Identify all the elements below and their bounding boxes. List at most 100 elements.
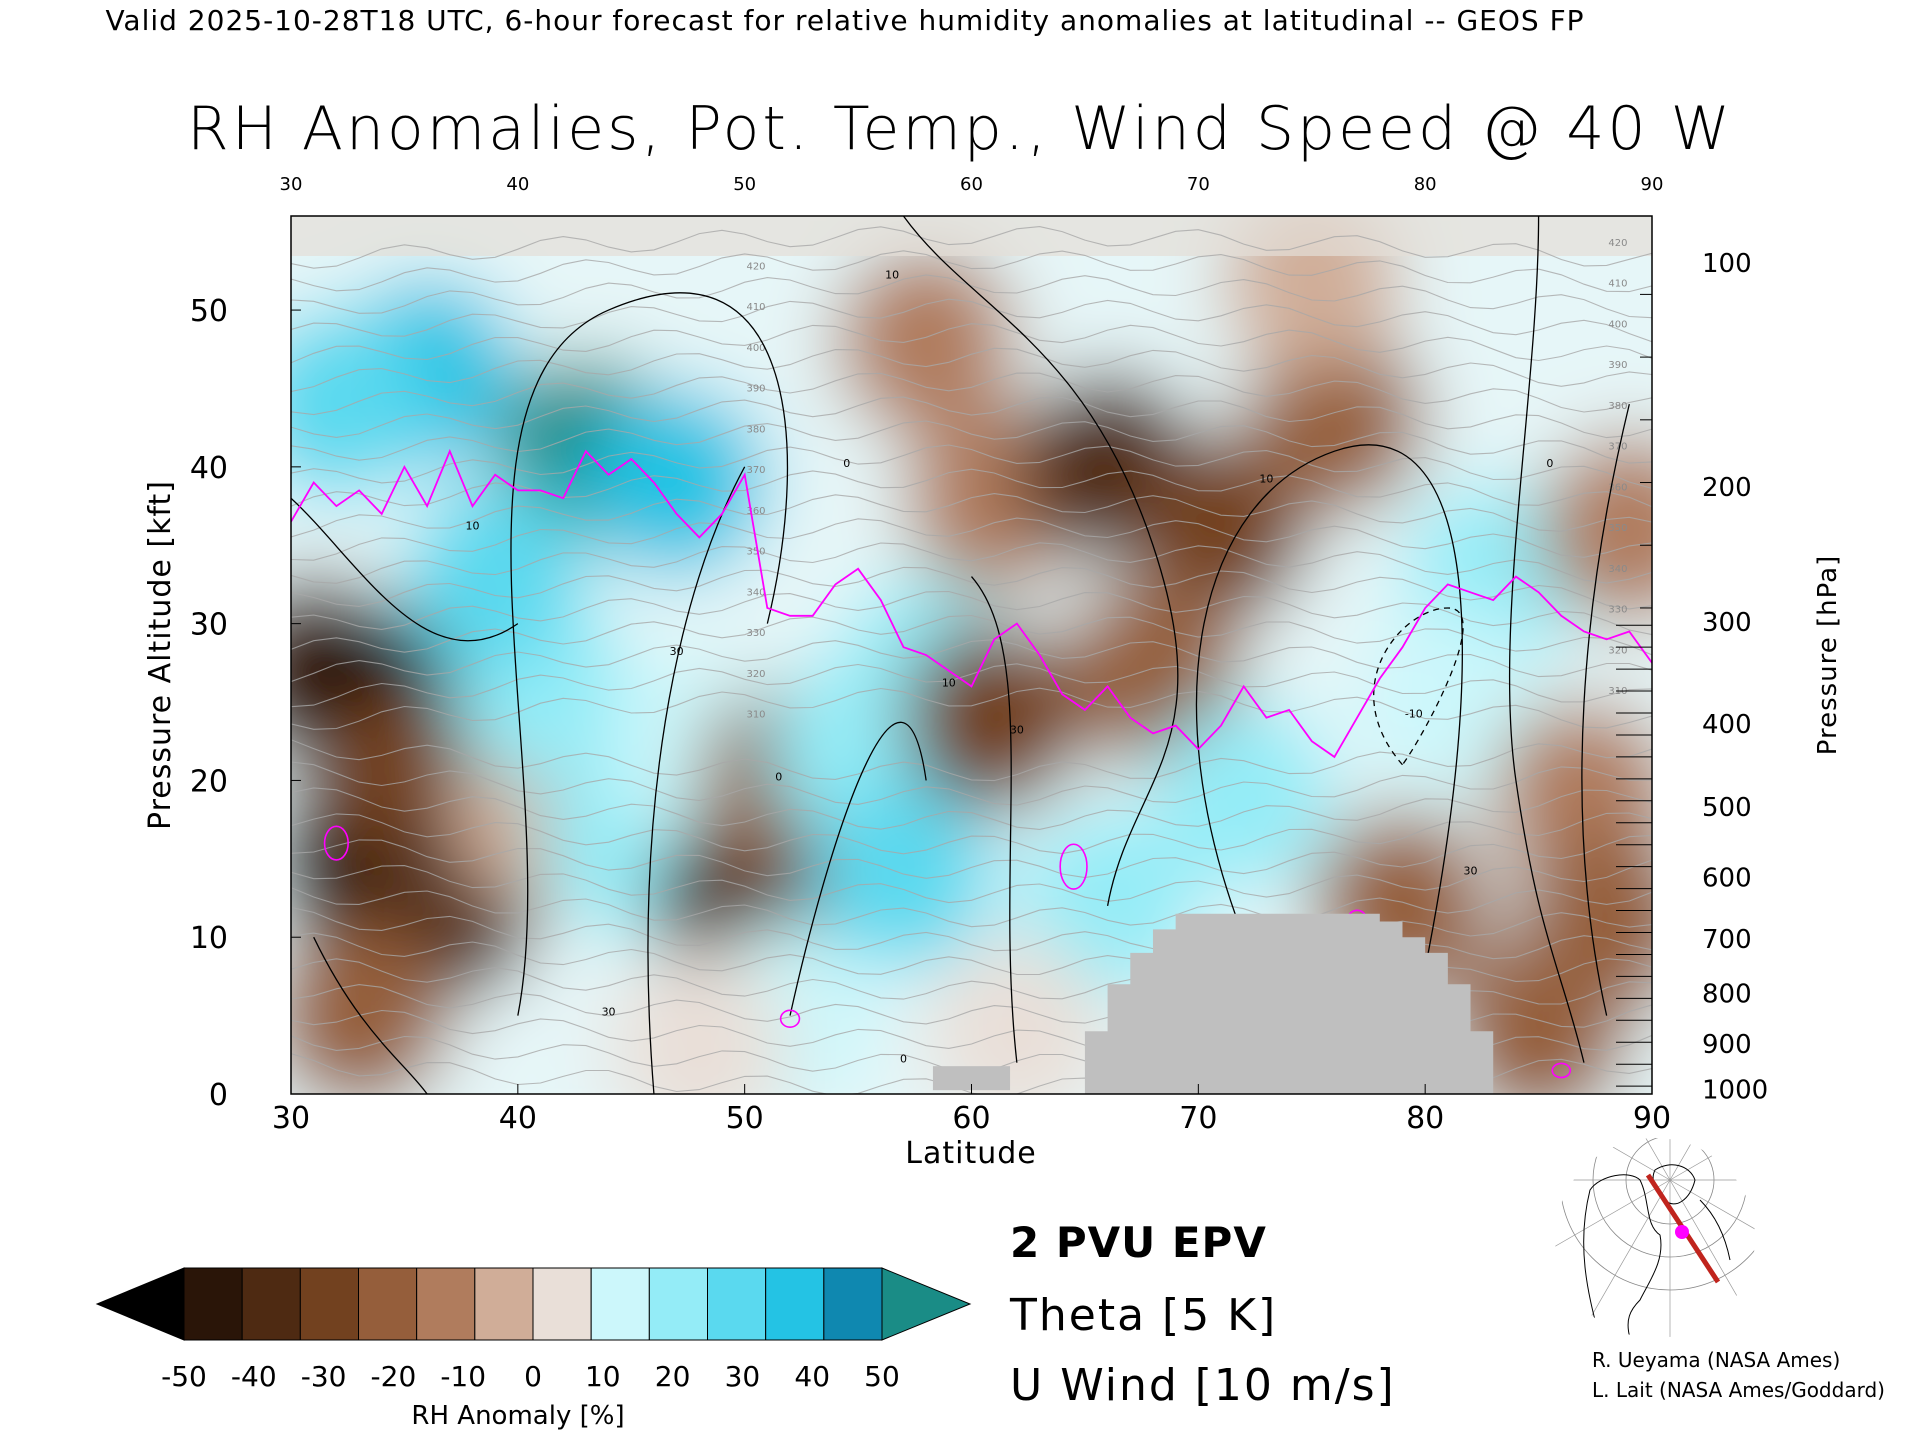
x-tick-label: 40 [499, 1101, 537, 1136]
x-tick-label: 70 [1179, 1101, 1217, 1136]
u-wind-contour [291, 497, 519, 642]
colorbar-bin [358, 1267, 418, 1341]
theta-label: 320 [1608, 645, 1627, 656]
colorbar-tick-label: 40 [794, 1360, 830, 1393]
theta-contour [291, 887, 1652, 928]
colorbar-bin [648, 1267, 708, 1341]
rh-anomaly-cell [1357, 607, 1538, 798]
map-ocean [1555, 1138, 1755, 1338]
colorbar-tick-label: -30 [301, 1360, 347, 1393]
theta-contour [291, 226, 1652, 269]
rh-anomaly-cell [926, 936, 1107, 1094]
pressure-tick-label: 500 [1702, 793, 1752, 823]
epv-line [291, 448, 1652, 759]
u-wind-contours: 0 10 30 0 10 30 0 10 30 0 10 30 -10 [291, 216, 1630, 1094]
theta-contour [291, 274, 1652, 319]
pressure-tick-label: 1000 [1702, 1075, 1768, 1105]
rh-anomaly-cell [1131, 434, 1312, 625]
colorbar-tick-label: -20 [371, 1360, 417, 1393]
u-wind-label: 0 [843, 457, 850, 470]
theta-contours: 310 310 320 320 330 330 340 340 350 350 360 360 370 3… [291, 226, 1652, 1094]
rh-anomaly-cell [609, 951, 790, 1094]
y-tick-label: 0 [209, 1078, 228, 1113]
theta-label: 420 [1608, 238, 1627, 249]
theta-contour [291, 932, 1652, 976]
map-europe-coast [1699, 1199, 1731, 1261]
rh-anomaly-cell [1221, 216, 1402, 374]
u-wind-contour-negative [1373, 607, 1464, 766]
x-axis-label: Latitude [905, 1136, 1036, 1171]
theta-label: 310 [746, 710, 765, 721]
u-wind-label: 30 [1010, 723, 1024, 736]
theta-contour [291, 566, 1652, 610]
u-wind-label: 10 [885, 269, 899, 282]
theta-label: 410 [1608, 279, 1627, 290]
y-tick-label: 20 [190, 764, 228, 799]
u-wind-label: 0 [775, 770, 782, 783]
colorbar-bin [765, 1267, 825, 1341]
map-meridian [1669, 1138, 1755, 1181]
theta-label: 320 [746, 669, 765, 680]
y-axis-label: Pressure Altitude [kft] [143, 480, 178, 830]
theta-label: 410 [746, 302, 765, 313]
pressure-tick-label: 600 [1702, 864, 1752, 894]
u-wind-label: 10 [942, 676, 956, 689]
u-wind-label: 10 [1259, 473, 1273, 486]
colorbar-bin [707, 1267, 767, 1341]
theta-contour [291, 444, 1652, 490]
theta-contour [291, 323, 1652, 364]
chart-title: RH Anomalies, Pot. Temp., Wind Speed @ 4… [187, 94, 1733, 164]
pressure-tick-label: 400 [1702, 710, 1752, 740]
theta-label: 400 [1608, 319, 1627, 330]
colorbar-tick-label: 10 [585, 1360, 621, 1393]
theta-label: 400 [746, 343, 765, 354]
map-meridian [1569, 1138, 1671, 1181]
pressure-tick-label: 100 [1702, 249, 1752, 279]
theta-contour [291, 906, 1652, 952]
rh-anomaly-cell [291, 309, 427, 500]
epv-blob [1551, 1062, 1572, 1079]
colorbar-tick-label: -50 [161, 1360, 207, 1393]
map-location-marker [1675, 1225, 1689, 1239]
top-tick-label: 60 [960, 174, 983, 195]
x-tick-label: 80 [1406, 1101, 1444, 1136]
colorbar-over-arrow [881, 1267, 972, 1341]
top-tick-label: 80 [1414, 174, 1437, 195]
colorbar-tick-label: 20 [655, 1360, 691, 1393]
u-wind-contour [789, 721, 927, 1016]
x-tick-label: 90 [1633, 1101, 1671, 1136]
epv-blob [779, 1009, 801, 1028]
theta-contour [291, 542, 1652, 584]
colorbar-tick-label: -10 [440, 1360, 486, 1393]
y-tick-label: 30 [190, 608, 228, 643]
theta-label: 370 [746, 465, 765, 476]
theta-label: 380 [746, 424, 765, 435]
map-meridian [1555, 1179, 1671, 1281]
theta-contour [291, 787, 1652, 830]
epv-blob [1059, 843, 1088, 890]
legend-epv-label: 2 PVU EPV [1010, 1218, 1267, 1267]
theta-label: 390 [1608, 360, 1627, 371]
theta-contour [291, 372, 1652, 416]
credit-line: L. Lait (NASA Ames/Goddard) [1592, 1378, 1885, 1402]
theta-contour [291, 761, 1652, 806]
theta-label: 370 [1608, 442, 1627, 453]
stratosphere-cap [291, 216, 1652, 256]
theta-contour [291, 663, 1652, 708]
pressure-tick-label: 200 [1702, 473, 1752, 503]
u-wind-label: 10 [465, 520, 479, 533]
theta-contour [291, 347, 1652, 393]
u-wind-label: 0 [1546, 457, 1553, 470]
u-wind-contour [1195, 444, 1463, 969]
forecast-header: Valid 2025-10-28T18 UTC, 6-hour forecast… [105, 4, 1585, 37]
theta-contour [291, 687, 1652, 730]
u-wind-label: 30 [670, 645, 684, 658]
rh-anomaly-cell [904, 622, 1085, 813]
u-wind-contour [971, 576, 1018, 1063]
map-north-america [1583, 1174, 1662, 1338]
colorbar-tick-label: 30 [725, 1360, 761, 1393]
theta-label: 310 [1608, 686, 1627, 697]
pressure-tick-label: 700 [1702, 925, 1752, 955]
u-wind-contour [1581, 403, 1630, 1016]
